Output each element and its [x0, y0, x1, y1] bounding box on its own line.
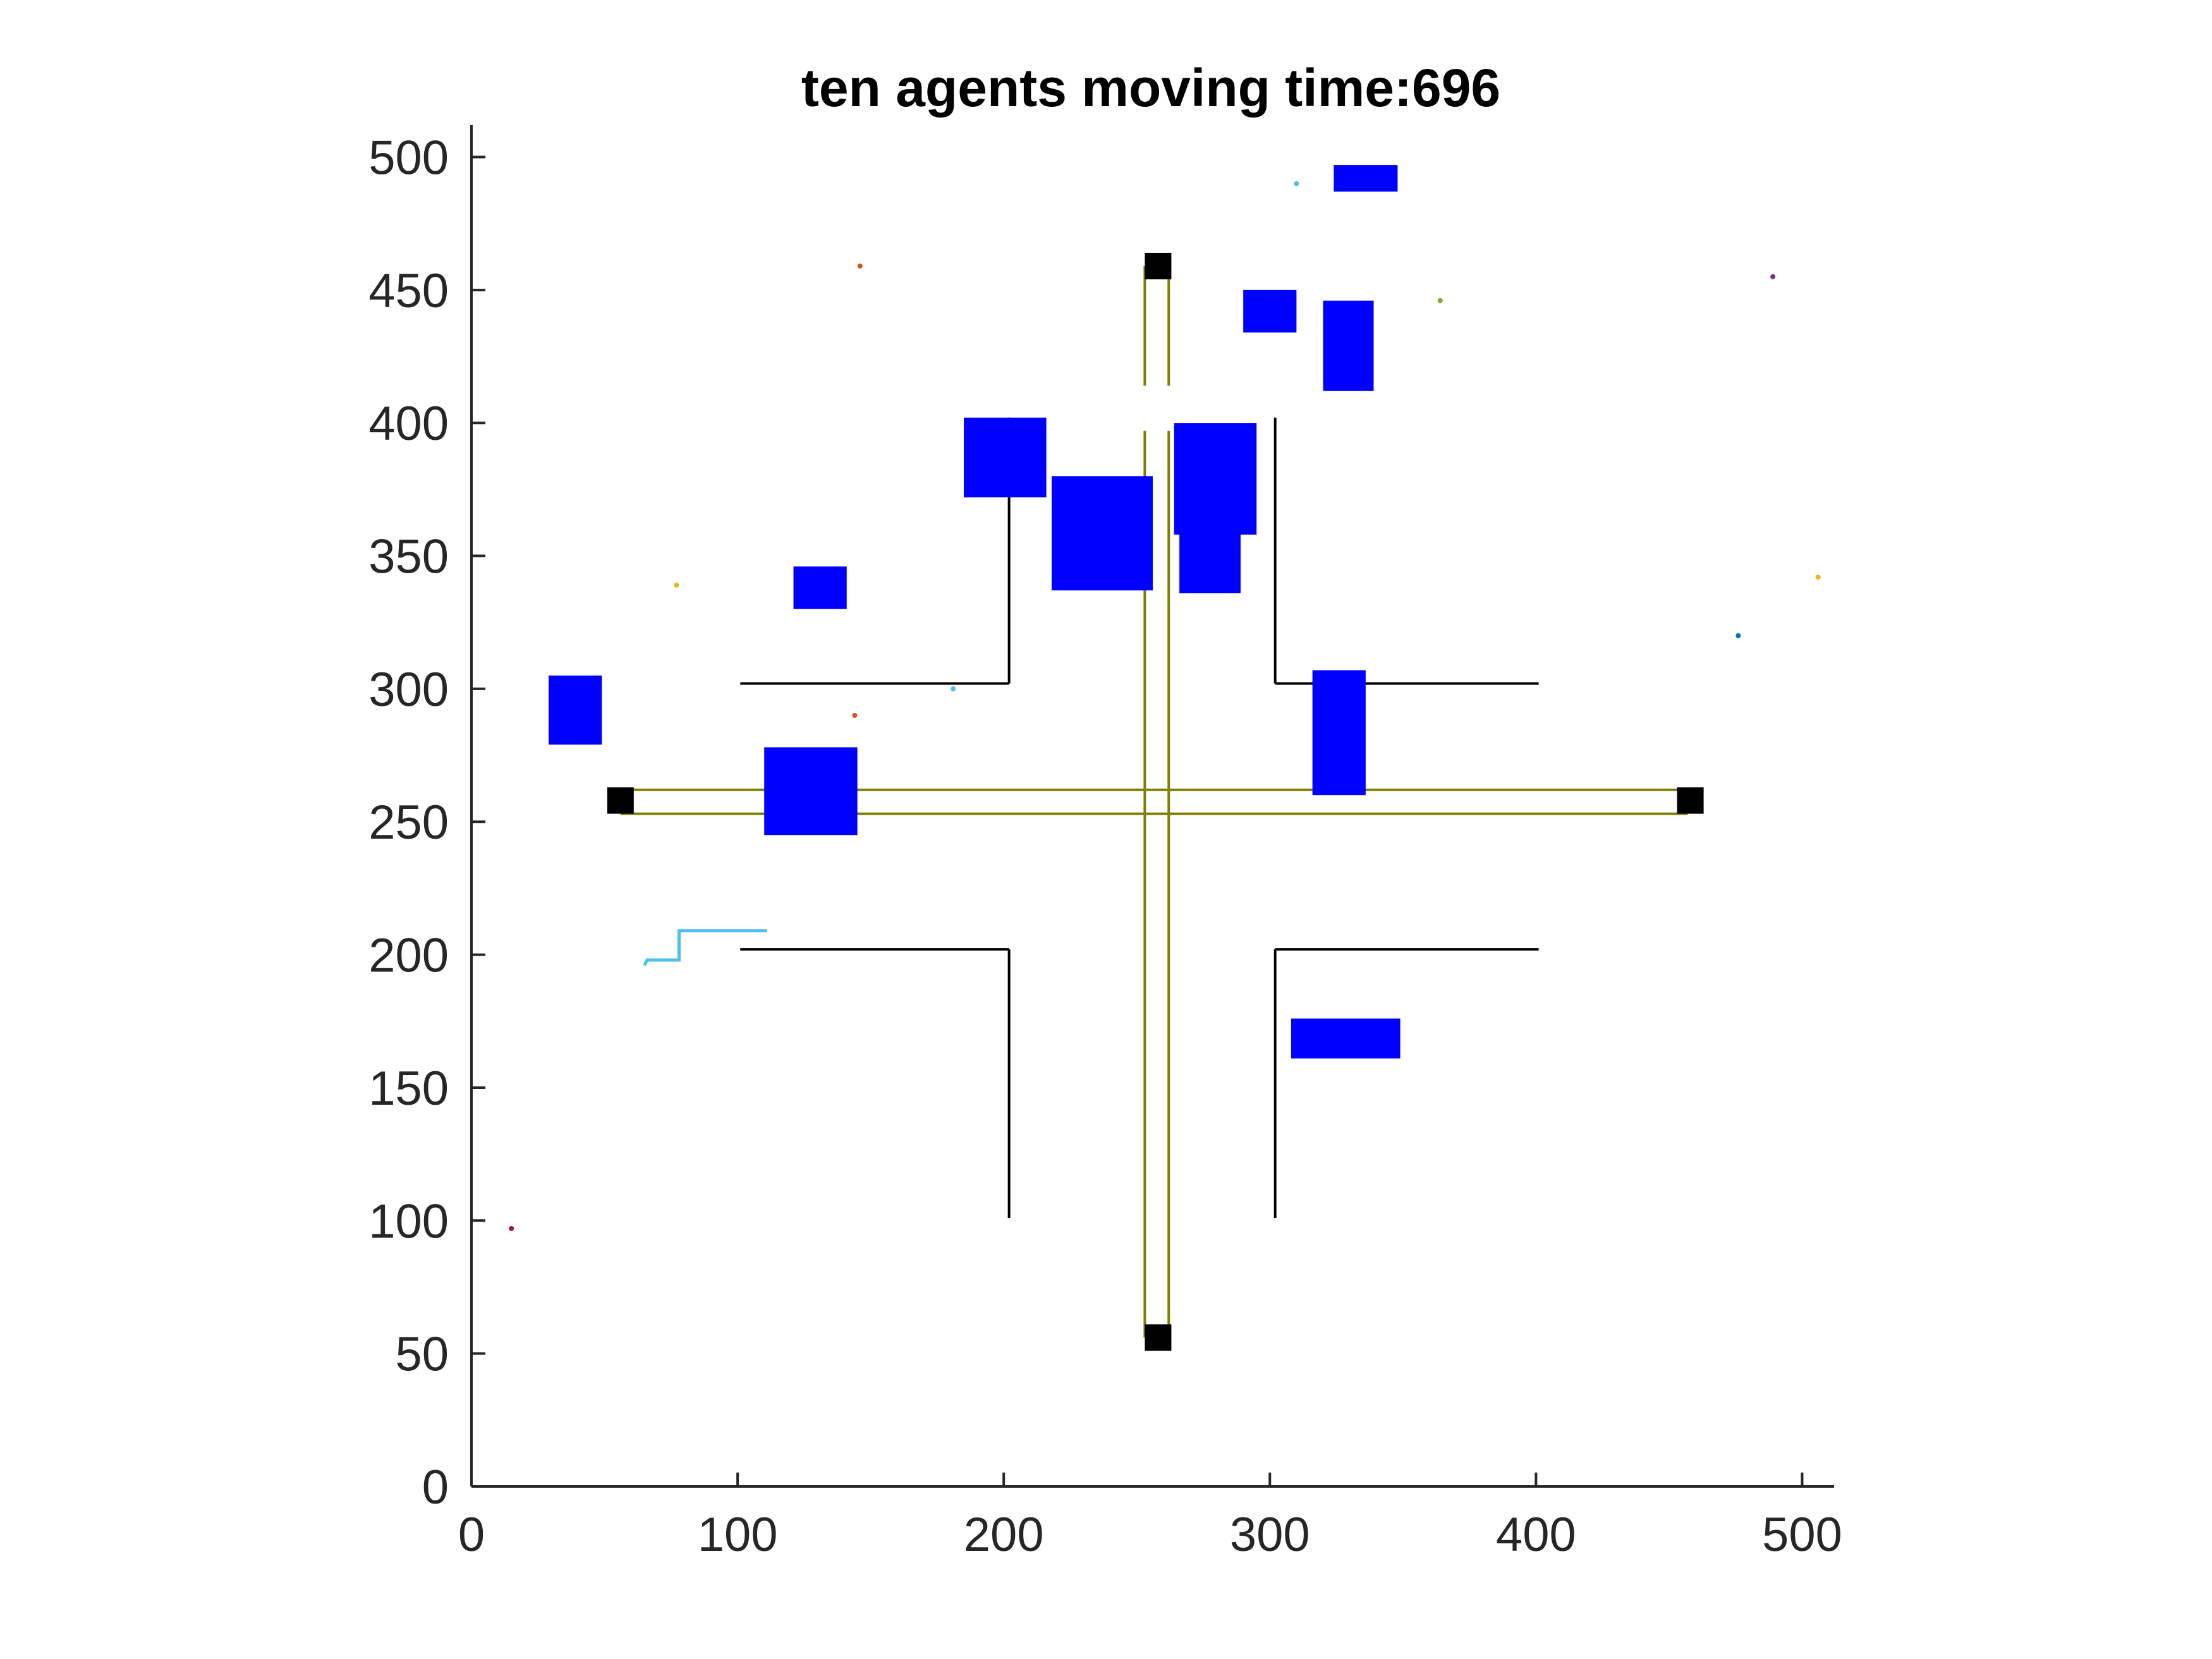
x-tick-label: 100 [698, 1508, 778, 1562]
goal-point-5 [951, 686, 956, 691]
agent-box-1 [549, 675, 602, 745]
x-tick-label: 0 [458, 1508, 485, 1562]
goal-point-10 [1815, 574, 1821, 580]
agent-box-9 [1323, 300, 1374, 391]
agent-box-6 [1174, 423, 1257, 535]
endpoint-marker-4 [1677, 787, 1704, 814]
agent-box-5 [1051, 476, 1153, 591]
chart-title: ten agents moving time:696 [801, 58, 1500, 118]
y-tick-label: 200 [368, 929, 449, 983]
x-tick-label: 500 [1762, 1508, 1842, 1562]
agent-box-2 [764, 747, 858, 836]
endpoint-marker-2 [1145, 1324, 1172, 1351]
y-tick-label: 350 [368, 530, 449, 584]
goal-point-1 [509, 1225, 514, 1231]
y-tick-label: 250 [368, 796, 449, 849]
x-tick-label: 300 [1230, 1508, 1310, 1562]
agent-box-3 [793, 566, 847, 609]
agent-box-8 [1243, 289, 1297, 333]
x-tick-label: 400 [1496, 1508, 1576, 1562]
agent-box-7 [1179, 529, 1241, 593]
y-tick-label: 150 [368, 1062, 449, 1115]
y-tick-label: 0 [422, 1461, 449, 1514]
agent-box-10 [1334, 165, 1398, 192]
goal-point-7 [1437, 298, 1443, 303]
y-tick-label: 300 [368, 663, 449, 717]
y-tick-label: 450 [368, 264, 449, 318]
goal-point-6 [1294, 181, 1299, 186]
agent-box-11 [1312, 670, 1366, 796]
goal-point-3 [674, 582, 679, 588]
plot-area [509, 165, 1821, 1351]
agent-box-4 [964, 417, 1047, 497]
goal-point-8 [1770, 274, 1776, 279]
endpoint-marker-1 [1145, 252, 1172, 279]
endpoint-marker-3 [607, 787, 634, 814]
y-tick-label: 100 [368, 1194, 449, 1248]
y-tick-label: 500 [368, 131, 449, 185]
goal-point-4 [852, 712, 858, 718]
y-tick-label: 50 [395, 1328, 449, 1382]
y-tick-label: 400 [368, 397, 449, 451]
agent-box-12 [1291, 1018, 1401, 1059]
goal-point-9 [1735, 633, 1741, 638]
goal-point-2 [857, 263, 863, 269]
axes: 0 100 200 300 400 500 0 50 100 150 200 250 300 350 400… [368, 125, 1842, 1562]
x-tick-label: 200 [964, 1508, 1044, 1562]
agent-trajectory [643, 929, 767, 966]
